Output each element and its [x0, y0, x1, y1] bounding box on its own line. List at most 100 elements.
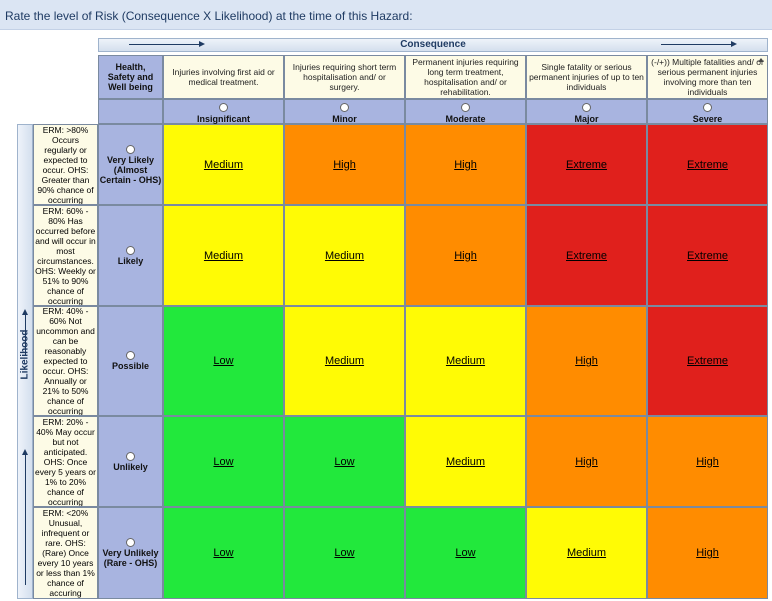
risk-level-link[interactable]: Low: [213, 455, 234, 468]
radio-button-icon[interactable]: [126, 144, 135, 154]
risk-level-link[interactable]: High: [333, 158, 356, 171]
risk-cell-extreme[interactable]: Extreme: [647, 205, 768, 306]
radio-button-icon[interactable]: [126, 538, 135, 547]
risk-cell-high[interactable]: High: [526, 416, 647, 507]
risk-level-link[interactable]: Medium: [324, 249, 365, 262]
risk-cell-high[interactable]: High: [284, 124, 405, 205]
consequence-desc-text: Permanent injuries requiring long term t…: [412, 57, 519, 97]
up-arrow-icon: [22, 309, 28, 315]
consequence-option-2[interactable]: Moderate: [405, 99, 526, 124]
likelihood-label: Unlikely: [113, 461, 148, 472]
likelihood-option-3[interactable]: Unlikely: [98, 416, 163, 507]
risk-level-link[interactable]: Medium: [445, 455, 486, 468]
risk-level-link[interactable]: Low: [334, 455, 355, 468]
radio-button-icon[interactable]: [126, 351, 135, 360]
consequence-label: Insignificant: [196, 114, 250, 124]
risk-level-link[interactable]: Low: [334, 547, 355, 559]
risk-level-link[interactable]: Medium: [445, 355, 486, 367]
consequence-label: Severe: [692, 114, 723, 124]
right-arrow-icon: [731, 41, 737, 47]
consequence-desc-4: (-/+)) Multiple fatalities and/ or serio…: [647, 55, 768, 99]
risk-cell-extreme[interactable]: Extreme: [526, 205, 647, 306]
likelihood-desc-4: ERM: <20% Unusual, infrequent or rare. O…: [33, 507, 98, 599]
risk-level-link[interactable]: High: [454, 158, 477, 171]
consequence-desc-text: (-/+)) Multiple fatalities and/ or serio…: [651, 57, 764, 97]
likelihood-option-0[interactable]: Very Likely (Almost Certain - OHS): [98, 124, 163, 205]
risk-cell-medium[interactable]: Medium: [163, 124, 284, 205]
consequence-desc-0: Injuries involving first aid or medical …: [163, 55, 284, 99]
risk-cell-high[interactable]: High: [405, 124, 526, 205]
likelihood-option-1[interactable]: Likely: [98, 205, 163, 306]
consequence-label: Minor: [332, 114, 357, 124]
risk-cell-extreme[interactable]: Extreme: [647, 124, 768, 205]
risk-cell-medium[interactable]: Medium: [163, 205, 284, 306]
consequence-label: Moderate: [445, 114, 486, 124]
title-bar: Rate the level of Risk (Consequence X Li…: [0, 0, 772, 30]
risk-level-link[interactable]: Extreme: [687, 355, 728, 367]
risk-cell-high[interactable]: High: [526, 306, 647, 416]
risk-cell-low[interactable]: Low: [163, 507, 284, 599]
risk-level-link[interactable]: Low: [213, 355, 234, 367]
risk-level-link[interactable]: Medium: [566, 547, 607, 559]
risk-level-link[interactable]: High: [696, 455, 719, 468]
up-arrow-icon: [25, 315, 26, 355]
risk-cell-low[interactable]: Low: [284, 507, 405, 599]
consequence-option-3[interactable]: Major: [526, 99, 647, 124]
consequence-desc-2: Permanent injuries requiring long term t…: [405, 55, 526, 99]
risk-cell-medium[interactable]: Medium: [284, 306, 405, 416]
risk-matrix: Consequence Health, Safety and Well bein…: [0, 30, 772, 601]
consequence-desc-1: Injuries requiring short term hospitalis…: [284, 55, 405, 99]
risk-cell-extreme[interactable]: Extreme: [647, 306, 768, 416]
right-arrow-icon: [129, 44, 199, 45]
risk-level-link[interactable]: Medium: [203, 249, 244, 262]
consequence-desc-text: Injuries requiring short term hospitalis…: [292, 62, 397, 92]
risk-level-link[interactable]: Medium: [203, 158, 244, 171]
radio-button-icon[interactable]: [126, 451, 135, 461]
consequence-option-1[interactable]: Minor: [284, 99, 405, 124]
risk-cell-low[interactable]: Low: [284, 416, 405, 507]
risk-cell-medium[interactable]: Medium: [526, 507, 647, 599]
risk-level-link[interactable]: Extreme: [566, 249, 607, 262]
radio-button-icon[interactable]: [460, 103, 470, 112]
risk-cell-medium[interactable]: Medium: [284, 205, 405, 306]
likelihood-label: Likely: [117, 255, 144, 266]
radio-button-icon[interactable]: [702, 103, 712, 112]
risk-cell-medium[interactable]: Medium: [405, 306, 526, 416]
consequence-option-4[interactable]: Severe: [647, 99, 768, 124]
risk-cell-medium[interactable]: Medium: [405, 416, 526, 507]
risk-cell-low[interactable]: Low: [405, 507, 526, 599]
risk-level-link[interactable]: Low: [213, 547, 234, 559]
risk-cell-high[interactable]: High: [647, 507, 768, 599]
risk-cell-low[interactable]: Low: [163, 306, 284, 416]
risk-level-link[interactable]: Low: [455, 547, 476, 559]
up-arrow-icon: [22, 449, 28, 455]
likelihood-desc-1: ERM: 60% - 80% Has occurred before and w…: [33, 205, 98, 306]
risk-level-link[interactable]: High: [454, 249, 477, 262]
risk-cell-low[interactable]: Low: [163, 416, 284, 507]
risk-level-link[interactable]: High: [575, 455, 598, 468]
risk-level-link[interactable]: Extreme: [687, 249, 728, 262]
likelihood-axis-label: Likelihood: [19, 329, 31, 380]
radio-button-icon[interactable]: [339, 103, 349, 112]
risk-level-link[interactable]: High: [696, 547, 719, 559]
right-arrow-icon: [199, 41, 205, 47]
radio-button-icon[interactable]: [581, 103, 591, 112]
scroll-up-arrow-icon[interactable]: [758, 58, 764, 62]
risk-cell-high[interactable]: High: [405, 205, 526, 306]
consequence-axis-label: Consequence: [400, 39, 466, 50]
radio-button-icon[interactable]: [218, 103, 228, 112]
page-title: Rate the level of Risk (Consequence X Li…: [5, 9, 413, 23]
risk-level-link[interactable]: High: [575, 355, 598, 367]
risk-level-link[interactable]: Extreme: [566, 158, 607, 171]
radio-button-icon[interactable]: [126, 245, 135, 255]
risk-cell-high[interactable]: High: [647, 416, 768, 507]
risk-level-link[interactable]: Medium: [324, 355, 365, 367]
likelihood-desc-3: ERM: 20% - 40% May occur but not anticip…: [33, 416, 98, 507]
health-safety-header: Health, Safety and Well being: [98, 55, 163, 99]
consequence-option-0[interactable]: Insignificant: [163, 99, 284, 124]
likelihood-option-2[interactable]: Possible: [98, 306, 163, 416]
risk-level-link[interactable]: Extreme: [687, 158, 728, 171]
risk-cell-extreme[interactable]: Extreme: [526, 124, 647, 205]
blank-header-cell: [98, 99, 163, 124]
likelihood-option-4[interactable]: Very Unlikely (Rare - OHS): [98, 507, 163, 599]
